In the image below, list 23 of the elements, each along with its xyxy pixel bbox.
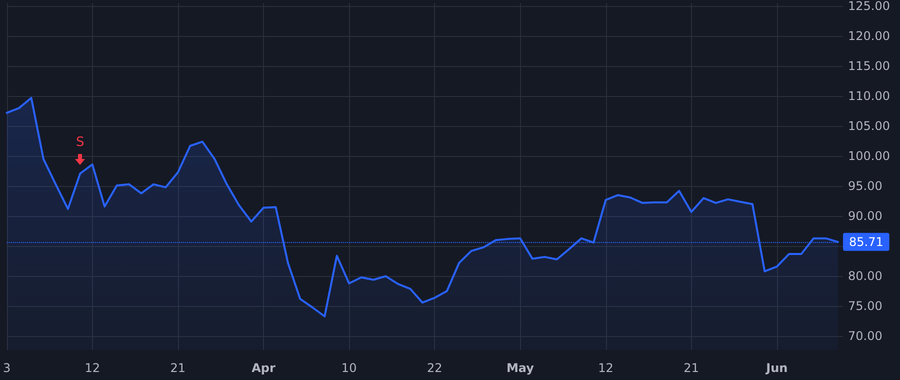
x-tick-label: 12 <box>84 361 100 375</box>
x-tick-label: May <box>506 361 534 375</box>
x-tick-label: 10 <box>341 361 357 375</box>
y-tick-label: 125.00 <box>848 0 890 13</box>
x-tick-label: 22 <box>426 361 442 375</box>
y-tick-label: 75.00 <box>848 299 882 314</box>
y-tick-label: 80.00 <box>848 269 882 284</box>
y-tick-label: 90.00 <box>848 209 882 224</box>
y-tick-label: 110.00 <box>848 89 890 104</box>
y-tick-label: 120.00 <box>848 29 890 44</box>
y-tick-label: 115.00 <box>848 59 890 74</box>
y-tick-label: 105.00 <box>848 119 890 134</box>
x-tick-label: 21 <box>684 361 699 375</box>
ref-line-label: 85.71 <box>849 234 884 249</box>
y-tick-label: 100.00 <box>848 149 890 164</box>
x-tick-label: 21 <box>170 361 186 375</box>
annotation: S <box>76 135 84 150</box>
x-tick-label: 3 <box>2 361 11 375</box>
x-tick-label: Apr <box>252 361 276 375</box>
y-tick-label: 95.00 <box>848 179 882 194</box>
x-tick-label: Jun <box>765 361 788 375</box>
x-tick-label: 12 <box>598 361 614 375</box>
y-tick-label: 70.00 <box>848 329 882 344</box>
